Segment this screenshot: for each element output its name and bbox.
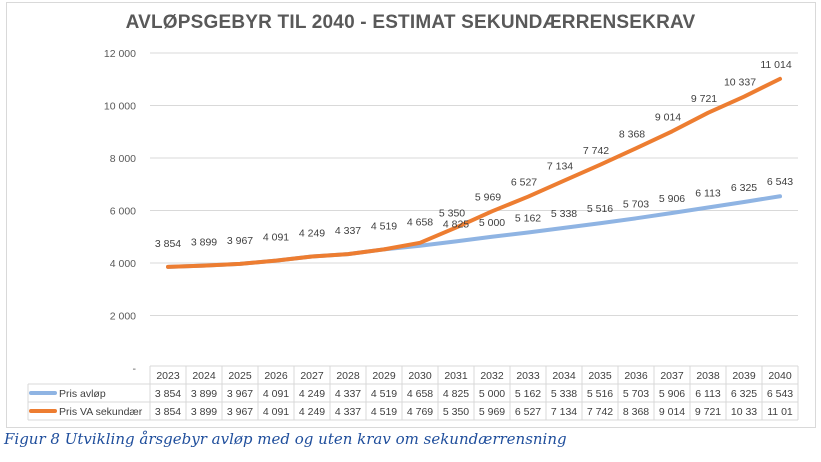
table-cell: 9 014 <box>659 406 685 418</box>
data-label: 5 906 <box>659 193 685 205</box>
x-tick-label: 2034 <box>552 370 576 382</box>
x-tick-label: 2027 <box>300 370 324 382</box>
table-cell: 5 703 <box>623 388 649 400</box>
data-label: 9 721 <box>691 93 717 105</box>
table-cell: 5 516 <box>587 388 613 400</box>
data-label: 10 337 <box>724 77 756 89</box>
table-cell: 5 000 <box>479 388 505 400</box>
y-tick-label: 8 000 <box>110 153 136 165</box>
table-cell: 7 134 <box>551 406 577 418</box>
series-line-pris-avlop <box>166 194 782 269</box>
x-tick-label: 2030 <box>408 370 432 382</box>
y-tick-label: 4 000 <box>110 258 136 270</box>
data-label: 4 337 <box>335 225 361 237</box>
y-tick-label: 2 000 <box>110 311 136 323</box>
table-cell: 11 01 <box>767 406 793 418</box>
data-label: 4 658 <box>407 217 433 229</box>
table-cell: 4 091 <box>263 388 289 400</box>
x-tick-label: 2024 <box>192 370 216 382</box>
table-cell: 6 113 <box>695 388 721 400</box>
data-label: 5 350 <box>439 208 465 220</box>
table-cell: 9 721 <box>695 406 721 418</box>
table-cell: 4 337 <box>335 388 361 400</box>
data-label: 4 091 <box>263 232 289 244</box>
line-chart: - 2 000 4 000 6 000 8 000 10 000 12 000 3 854 3 … <box>27 48 799 421</box>
data-label: 11 014 <box>760 59 791 71</box>
table-cell: 3 899 <box>191 388 217 400</box>
y-tick-label: 10 000 <box>104 101 136 113</box>
data-label: 9 014 <box>655 111 681 123</box>
table-cell: 3 854 <box>155 388 181 400</box>
data-label: 5 969 <box>475 191 501 203</box>
data-label: 5 000 <box>479 217 505 229</box>
table-cell: 4 519 <box>371 388 397 400</box>
legend-label: Pris VA sekundær <box>59 406 143 418</box>
data-label: 5 162 <box>515 212 541 224</box>
x-tick-label: 2040 <box>768 370 792 382</box>
x-tick-label: 2026 <box>264 370 288 382</box>
table-cell: 5 906 <box>659 388 685 400</box>
y-tick-label: 6 000 <box>110 206 136 218</box>
y-tick-label: - <box>133 363 137 375</box>
table-cell: 6 527 <box>515 406 541 418</box>
table-cell: 4 337 <box>335 406 361 418</box>
x-tick-label: 2037 <box>660 370 684 382</box>
table-cell: 3 967 <box>227 388 253 400</box>
table-cell: 5 969 <box>479 406 505 418</box>
table-cell: 4 249 <box>299 388 325 400</box>
data-label: 7 742 <box>583 145 609 157</box>
x-tick-label: 2029 <box>372 370 396 382</box>
table-cell: 3 854 <box>155 406 181 418</box>
data-label: 5 516 <box>587 203 613 215</box>
data-label: 5 703 <box>623 198 649 210</box>
data-label: 3 967 <box>227 235 253 247</box>
x-tick-label: 2025 <box>228 370 252 382</box>
legend-label: Pris avløp <box>59 388 106 400</box>
table-cell: 4 825 <box>443 388 469 400</box>
table-cell: 3 899 <box>191 406 217 418</box>
data-label: 6 325 <box>731 182 757 194</box>
data-label: 8 368 <box>619 128 645 140</box>
data-label: 7 134 <box>547 161 573 173</box>
data-label: 3 854 <box>155 238 181 250</box>
table-cell: 5 338 <box>551 388 577 400</box>
table-cell: 4 519 <box>371 406 397 418</box>
x-tick-label: 2028 <box>336 370 360 382</box>
data-label: 4 519 <box>371 220 397 232</box>
table-cell: 4 091 <box>263 406 289 418</box>
x-tick-label: 2039 <box>732 370 756 382</box>
table-cell: 8 368 <box>623 406 649 418</box>
chart-title: AVLØPSGEBYR TIL 2040 - ESTIMAT SEKUNDÆRR… <box>125 12 696 33</box>
table-cell: 4 658 <box>407 388 433 400</box>
table-cell: 3 967 <box>227 406 253 418</box>
table-cell: 10 33 <box>731 406 757 418</box>
data-label: 6 113 <box>695 188 721 200</box>
x-tick-label: 2031 <box>444 370 468 382</box>
table-cell: 4 769 <box>407 406 433 418</box>
data-label: 5 338 <box>551 208 577 220</box>
table-cell: 6 325 <box>731 388 757 400</box>
figure-caption: Figur 8 Utvikling årsgebyr avløp med og … <box>4 430 567 448</box>
chart-frame <box>6 2 816 428</box>
data-label: 6 543 <box>767 176 793 188</box>
table-cell: 6 543 <box>767 388 793 400</box>
data-label: 3 899 <box>191 237 217 249</box>
table-cell: 7 742 <box>587 406 613 418</box>
x-tick-label: 2033 <box>516 370 540 382</box>
x-tick-label: 2036 <box>624 370 648 382</box>
x-tick-label: 2023 <box>156 370 180 382</box>
x-tick-label: 2032 <box>480 370 504 382</box>
table-cell: 5 350 <box>443 406 469 418</box>
table-cell: 5 162 <box>515 388 541 400</box>
y-tick-label: 12 000 <box>104 48 136 60</box>
data-label: 4 825 <box>443 218 469 230</box>
data-label: 4 249 <box>299 227 325 239</box>
table-cell: 4 249 <box>299 406 325 418</box>
x-tick-label: 2035 <box>588 370 612 382</box>
data-label: 6 527 <box>511 177 537 189</box>
x-tick-label: 2038 <box>696 370 720 382</box>
series-line-pris-va-sekundaer <box>166 76 782 269</box>
